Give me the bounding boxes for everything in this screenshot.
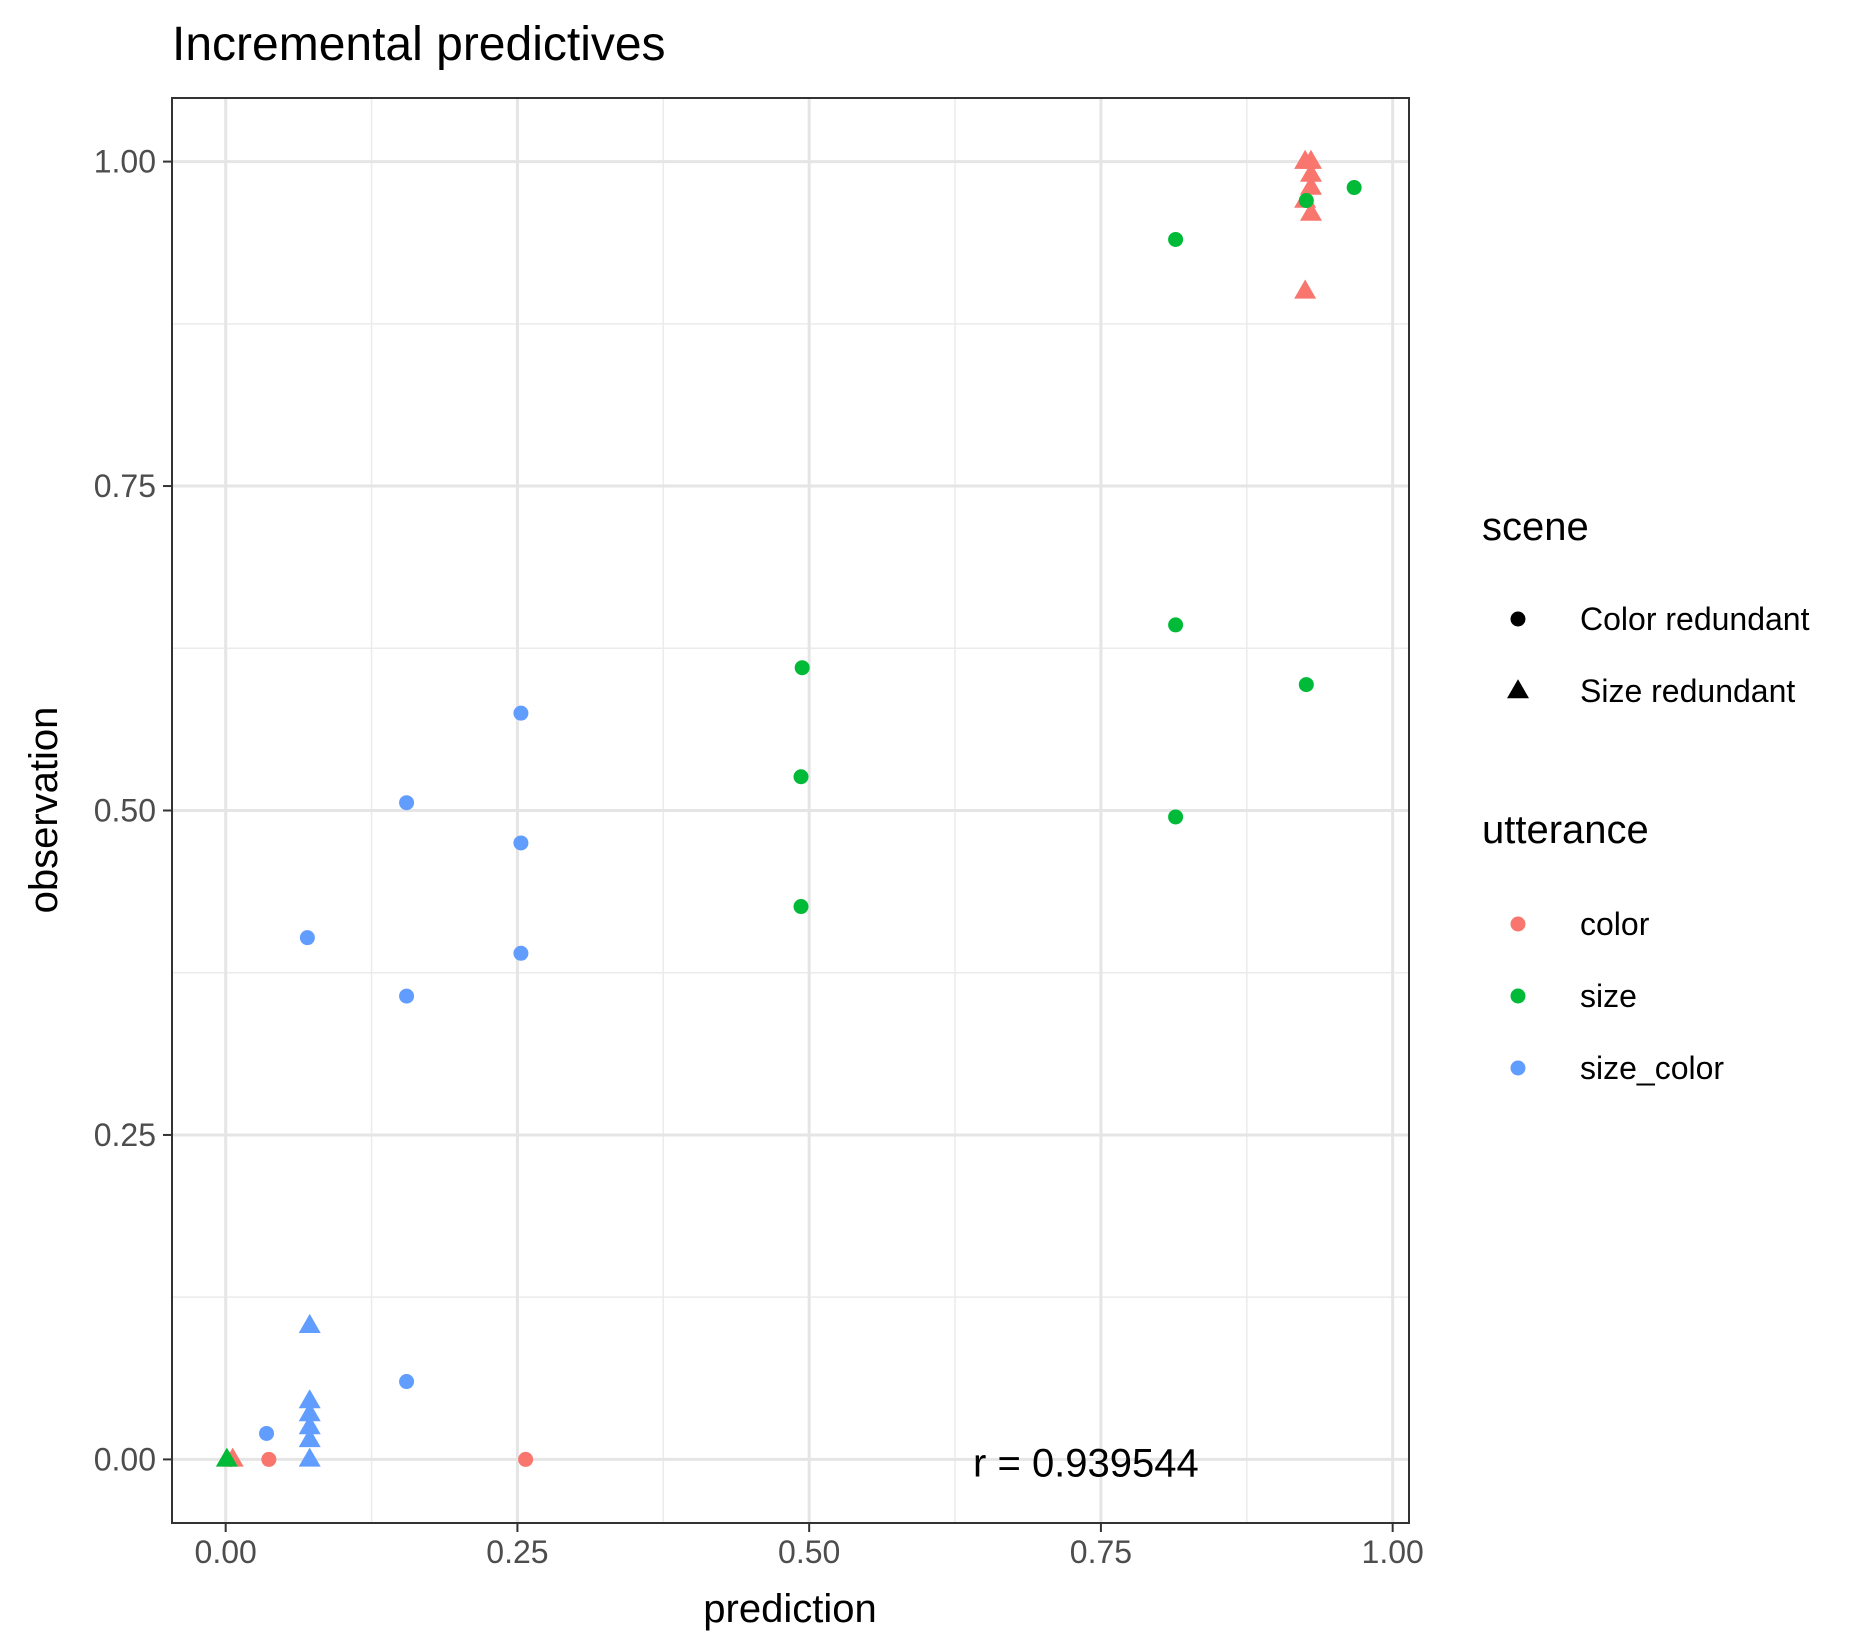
data-point-triangle — [1299, 201, 1322, 221]
data-point-triangle — [298, 1415, 321, 1435]
data-point-circle — [261, 1451, 277, 1467]
legend-title: utterance — [1482, 808, 1649, 852]
x-axis: 0.00 0.25 0.50 0.75 1.00 — [195, 1523, 1424, 1570]
legend-label: size — [1580, 978, 1637, 1014]
data-point-triangle — [298, 1402, 321, 1422]
y-axis-label: observation — [22, 707, 66, 914]
data-point-circle — [259, 1425, 275, 1441]
y-tick-label: 0.00 — [94, 1441, 156, 1477]
data-point-circle — [1168, 809, 1184, 825]
x-tick-label: 1.00 — [1362, 1534, 1424, 1570]
data-point-triangle — [298, 1313, 321, 1333]
data-point-circle — [1346, 180, 1362, 196]
data-point-circle — [399, 988, 415, 1004]
data-point-circle — [399, 1374, 415, 1390]
data-point-triangle — [1299, 162, 1322, 182]
legend-label: color — [1580, 906, 1650, 942]
legend-key-triangle — [1507, 679, 1529, 699]
legend-title: scene — [1482, 505, 1589, 549]
y-axis: 0.00 0.25 0.50 0.75 1.00 — [94, 144, 172, 1477]
legend-key-circle — [1510, 988, 1526, 1004]
data-point-triangle — [1294, 279, 1317, 299]
x-tick-label: 0.50 — [778, 1534, 840, 1570]
y-tick-label: 1.00 — [94, 144, 156, 180]
y-tick-label: 0.75 — [94, 468, 156, 504]
data-point-triangle — [298, 1389, 321, 1409]
x-axis-label: prediction — [703, 1587, 876, 1631]
data-point-circle — [518, 1451, 534, 1467]
data-point-circle — [513, 705, 529, 721]
data-point-circle — [1168, 231, 1184, 247]
legend-key-circle — [1510, 1060, 1526, 1076]
legend-key-circle — [1510, 611, 1526, 627]
legend: scene Color redundant Size redundant uttera… — [1482, 505, 1810, 1086]
data-point-triangle — [215, 1447, 238, 1467]
y-tick-label: 0.25 — [94, 1117, 156, 1153]
major-gridlines — [172, 98, 1409, 1523]
data-point-circle — [399, 795, 415, 811]
data-point-triangle — [1299, 149, 1322, 169]
y-tick-label: 0.50 — [94, 793, 156, 829]
data-point-circle — [1168, 617, 1184, 633]
legend-label: Color redundant — [1580, 601, 1810, 637]
x-tick-label: 0.75 — [1070, 1534, 1132, 1570]
data-point-circle — [1298, 677, 1314, 693]
data-point-triangle — [298, 1447, 321, 1467]
legend-key-circle — [1510, 916, 1526, 932]
x-tick-label: 0.25 — [486, 1534, 548, 1570]
data-point-circle — [1298, 193, 1314, 209]
data-points — [215, 149, 1362, 1467]
legend-label: Size redundant — [1580, 673, 1795, 709]
chart-title: Incremental predictives — [172, 18, 666, 71]
data-point-circle — [793, 899, 809, 915]
x-tick-label: 0.00 — [195, 1534, 257, 1570]
data-point-circle — [513, 835, 529, 851]
data-point-circle — [513, 945, 529, 961]
legend-label: size_color — [1580, 1050, 1724, 1086]
data-point-circle — [793, 769, 809, 785]
data-point-circle — [299, 930, 315, 946]
data-point-circle — [794, 660, 810, 676]
correlation-annotation: r = 0.939544 — [973, 1441, 1199, 1485]
data-point-triangle — [298, 1428, 321, 1448]
